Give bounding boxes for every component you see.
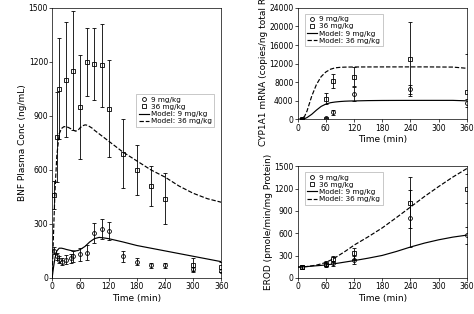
Y-axis label: EROD (pmole/min/mg Protein): EROD (pmole/min/mg Protein) bbox=[264, 154, 273, 290]
Legend: 9 mg/kg, 36 mg/kg, Model: 9 mg/kg, Model: 36 mg/kg: 9 mg/kg, 36 mg/kg, Model: 9 mg/kg, Model… bbox=[305, 172, 383, 205]
X-axis label: Time (min): Time (min) bbox=[358, 135, 407, 144]
Y-axis label: BNF Plasma Conc (ng/mL): BNF Plasma Conc (ng/mL) bbox=[18, 84, 27, 201]
X-axis label: Time (min): Time (min) bbox=[358, 294, 407, 303]
Y-axis label: CYP1A1 mRNA (copies/ng total RNA): CYP1A1 mRNA (copies/ng total RNA) bbox=[259, 0, 268, 146]
Legend: 9 mg/kg, 36 mg/kg, Model: 9 mg/kg, Model: 36 mg/kg: 9 mg/kg, 36 mg/kg, Model: 9 mg/kg, Model… bbox=[305, 14, 383, 46]
X-axis label: Time (min): Time (min) bbox=[112, 294, 161, 303]
Legend: 9 mg/kg, 36 mg/kg, Model: 9 mg/kg, Model: 36 mg/kg: 9 mg/kg, 36 mg/kg, Model: 9 mg/kg, Model… bbox=[136, 94, 214, 127]
